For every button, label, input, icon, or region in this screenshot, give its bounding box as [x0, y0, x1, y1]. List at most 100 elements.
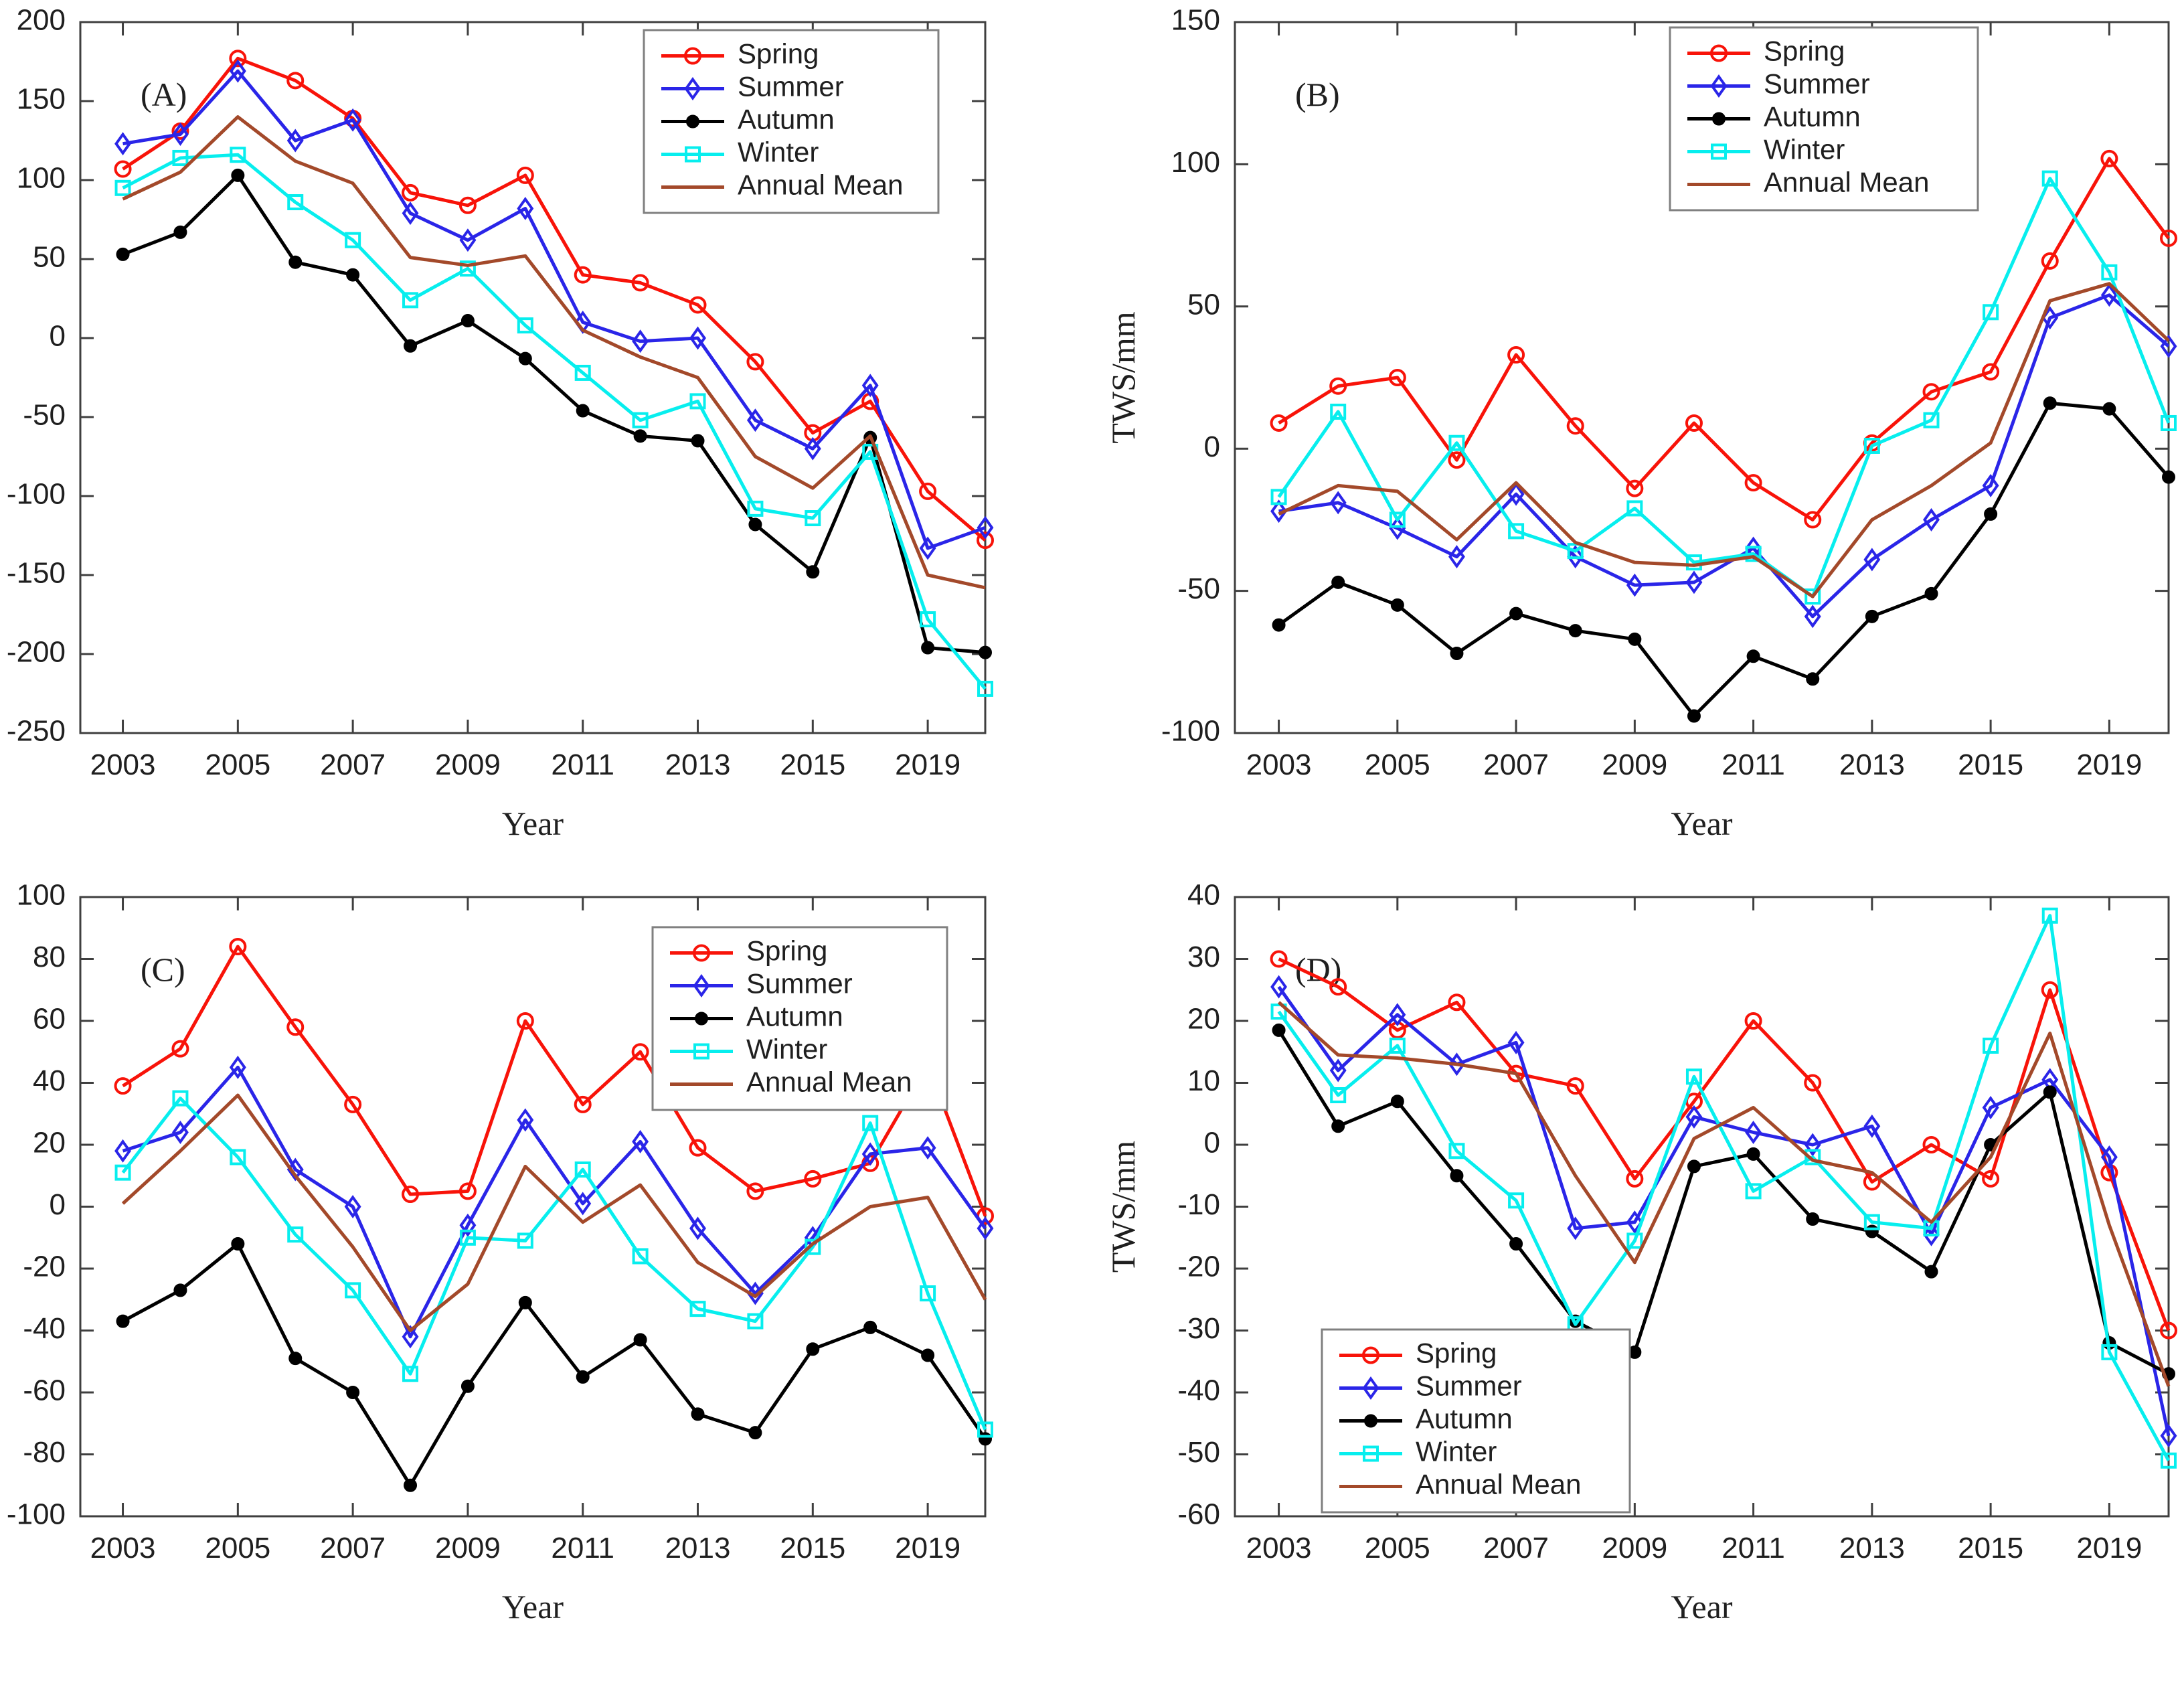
x-axis-title: Year: [1671, 1588, 1732, 1625]
x-tick-label: 2007: [320, 748, 386, 781]
legend-label: Autumn: [746, 1001, 843, 1032]
y-tick-label: -60: [23, 1374, 66, 1407]
y-tick-label: 0: [50, 1188, 66, 1221]
panel-b: 150 100 50 0 -50 -100 2003 2005 2007 2009 2011 2013…: [1104, 4, 2177, 842]
x-tick-label: 2015: [1958, 748, 2023, 781]
series-line: [1277, 177, 2171, 598]
y-axis-title: TWS/mm: [1104, 1141, 1142, 1273]
y-axis: 150 100 50 0 -50 -100: [1161, 4, 2169, 748]
y-axis-title: TWS/mm: [1104, 311, 1142, 443]
y-tick-label: 60: [33, 1003, 66, 1036]
legend-label: Spring: [746, 935, 827, 967]
x-tick-label: 2005: [1365, 748, 1430, 781]
x-tick-label: 2013: [1839, 748, 1905, 781]
y-tick-label: -50: [1177, 1436, 1220, 1469]
x-tick-label: 2005: [1365, 1532, 1430, 1564]
x-tick-label: 2019: [895, 1532, 960, 1564]
x-tick-label: 2007: [1483, 748, 1549, 781]
y-tick-label: 200: [17, 4, 66, 37]
y-tick-label: -80: [23, 1436, 66, 1469]
series-winter: [114, 1090, 993, 1438]
x-tick-label: 2005: [205, 1532, 270, 1564]
series-line: [121, 1093, 987, 1332]
legend-label: Annual Mean: [1416, 1469, 1582, 1500]
legend-label: Annual Mean: [738, 169, 904, 201]
y-tick-label: 150: [17, 83, 66, 116]
x-tick-label: 2009: [435, 748, 501, 781]
y-tick-label: 0: [1204, 430, 1220, 463]
panel-letter: (B): [1295, 76, 1340, 113]
legend-label: Summer: [1416, 1370, 1522, 1402]
x-tick-label: 2015: [1958, 1532, 2023, 1564]
y-tick-label: -40: [1177, 1374, 1220, 1407]
y-tick-label: -100: [1161, 715, 1220, 748]
axes-box: [79, 21, 987, 734]
series-annual-mean: [1278, 282, 2170, 598]
y-tick-label: 80: [33, 941, 66, 973]
panel-letter: (A): [141, 76, 187, 113]
series-line: [122, 1065, 987, 1339]
y-tick-label: -250: [7, 715, 66, 748]
x-tick-label: 2015: [780, 748, 845, 781]
x-tick-label: 2019: [895, 748, 960, 781]
legend-label: Winter: [738, 137, 819, 168]
axes-box: [1234, 21, 2170, 734]
series-summer: [1270, 283, 2177, 629]
y-tick-label: -100: [7, 478, 66, 511]
series-annual-mean: [1277, 1001, 2171, 1387]
series-winter: [114, 147, 993, 697]
y-tick-label: -50: [1177, 572, 1220, 605]
y-tick-label: 0: [50, 320, 66, 353]
series-line: [1277, 914, 2171, 1461]
series-autumn: [116, 168, 992, 659]
y-tick-label: 40: [1187, 879, 1220, 912]
series-line: [122, 115, 986, 590]
x-tick-label: 2013: [665, 1532, 731, 1564]
legend-label: Summer: [746, 968, 853, 999]
series-line: [1278, 282, 2170, 598]
series-line: [1277, 1029, 2170, 1376]
y-tick-label: 10: [1187, 1064, 1220, 1097]
x-axis: 2003 2005 2007 2009 2011 2013 2015 2019: [90, 897, 960, 1564]
series-line: [1278, 401, 2170, 718]
y-tick-label: -60: [1177, 1498, 1220, 1531]
x-tick-label: 2009: [1602, 748, 1667, 781]
x-tick-label: 2007: [1483, 1532, 1549, 1564]
series-line: [1278, 957, 2171, 1332]
y-axis: 200 150 100 50 0 -50 -100 -150 -200 -250: [7, 4, 985, 748]
y-tick-label: -40: [23, 1312, 66, 1345]
series-line: [122, 69, 986, 550]
x-tick-label: 2019: [2076, 748, 2142, 781]
x-axis-title: Year: [1671, 805, 1732, 842]
x-tick-label: 2003: [90, 1532, 156, 1564]
series-line: [1278, 293, 2170, 619]
legend-label: Winter: [746, 1034, 827, 1065]
series-line: [122, 173, 986, 655]
y-axis: 40 30 20 10 0 -10 -20 -30 -40 -50 -60: [1177, 879, 2169, 1531]
series-line: [121, 1097, 987, 1431]
x-tick-label: 2009: [1602, 1532, 1667, 1564]
x-tick-label: 2003: [1246, 748, 1312, 781]
legend-label: Autumn: [738, 104, 835, 135]
legend-label: Winter: [1764, 134, 1845, 165]
y-tick-label: 40: [33, 1064, 66, 1097]
y-tick-label: 30: [1187, 941, 1220, 973]
y-tick-label: 100: [1171, 146, 1220, 179]
series-annual-mean: [122, 115, 986, 590]
y-tick-label: -150: [7, 557, 66, 590]
series-line: [122, 945, 987, 1217]
y-tick-label: -20: [23, 1251, 66, 1283]
y-tick-label: -100: [7, 1498, 66, 1531]
series-line: [122, 153, 987, 690]
series-line: [122, 1242, 987, 1487]
x-axis-title: Year: [502, 1588, 564, 1625]
x-tick-label: 2013: [1839, 1532, 1905, 1564]
y-tick-label: -50: [23, 399, 66, 432]
y-tick-label: 50: [1187, 288, 1220, 321]
